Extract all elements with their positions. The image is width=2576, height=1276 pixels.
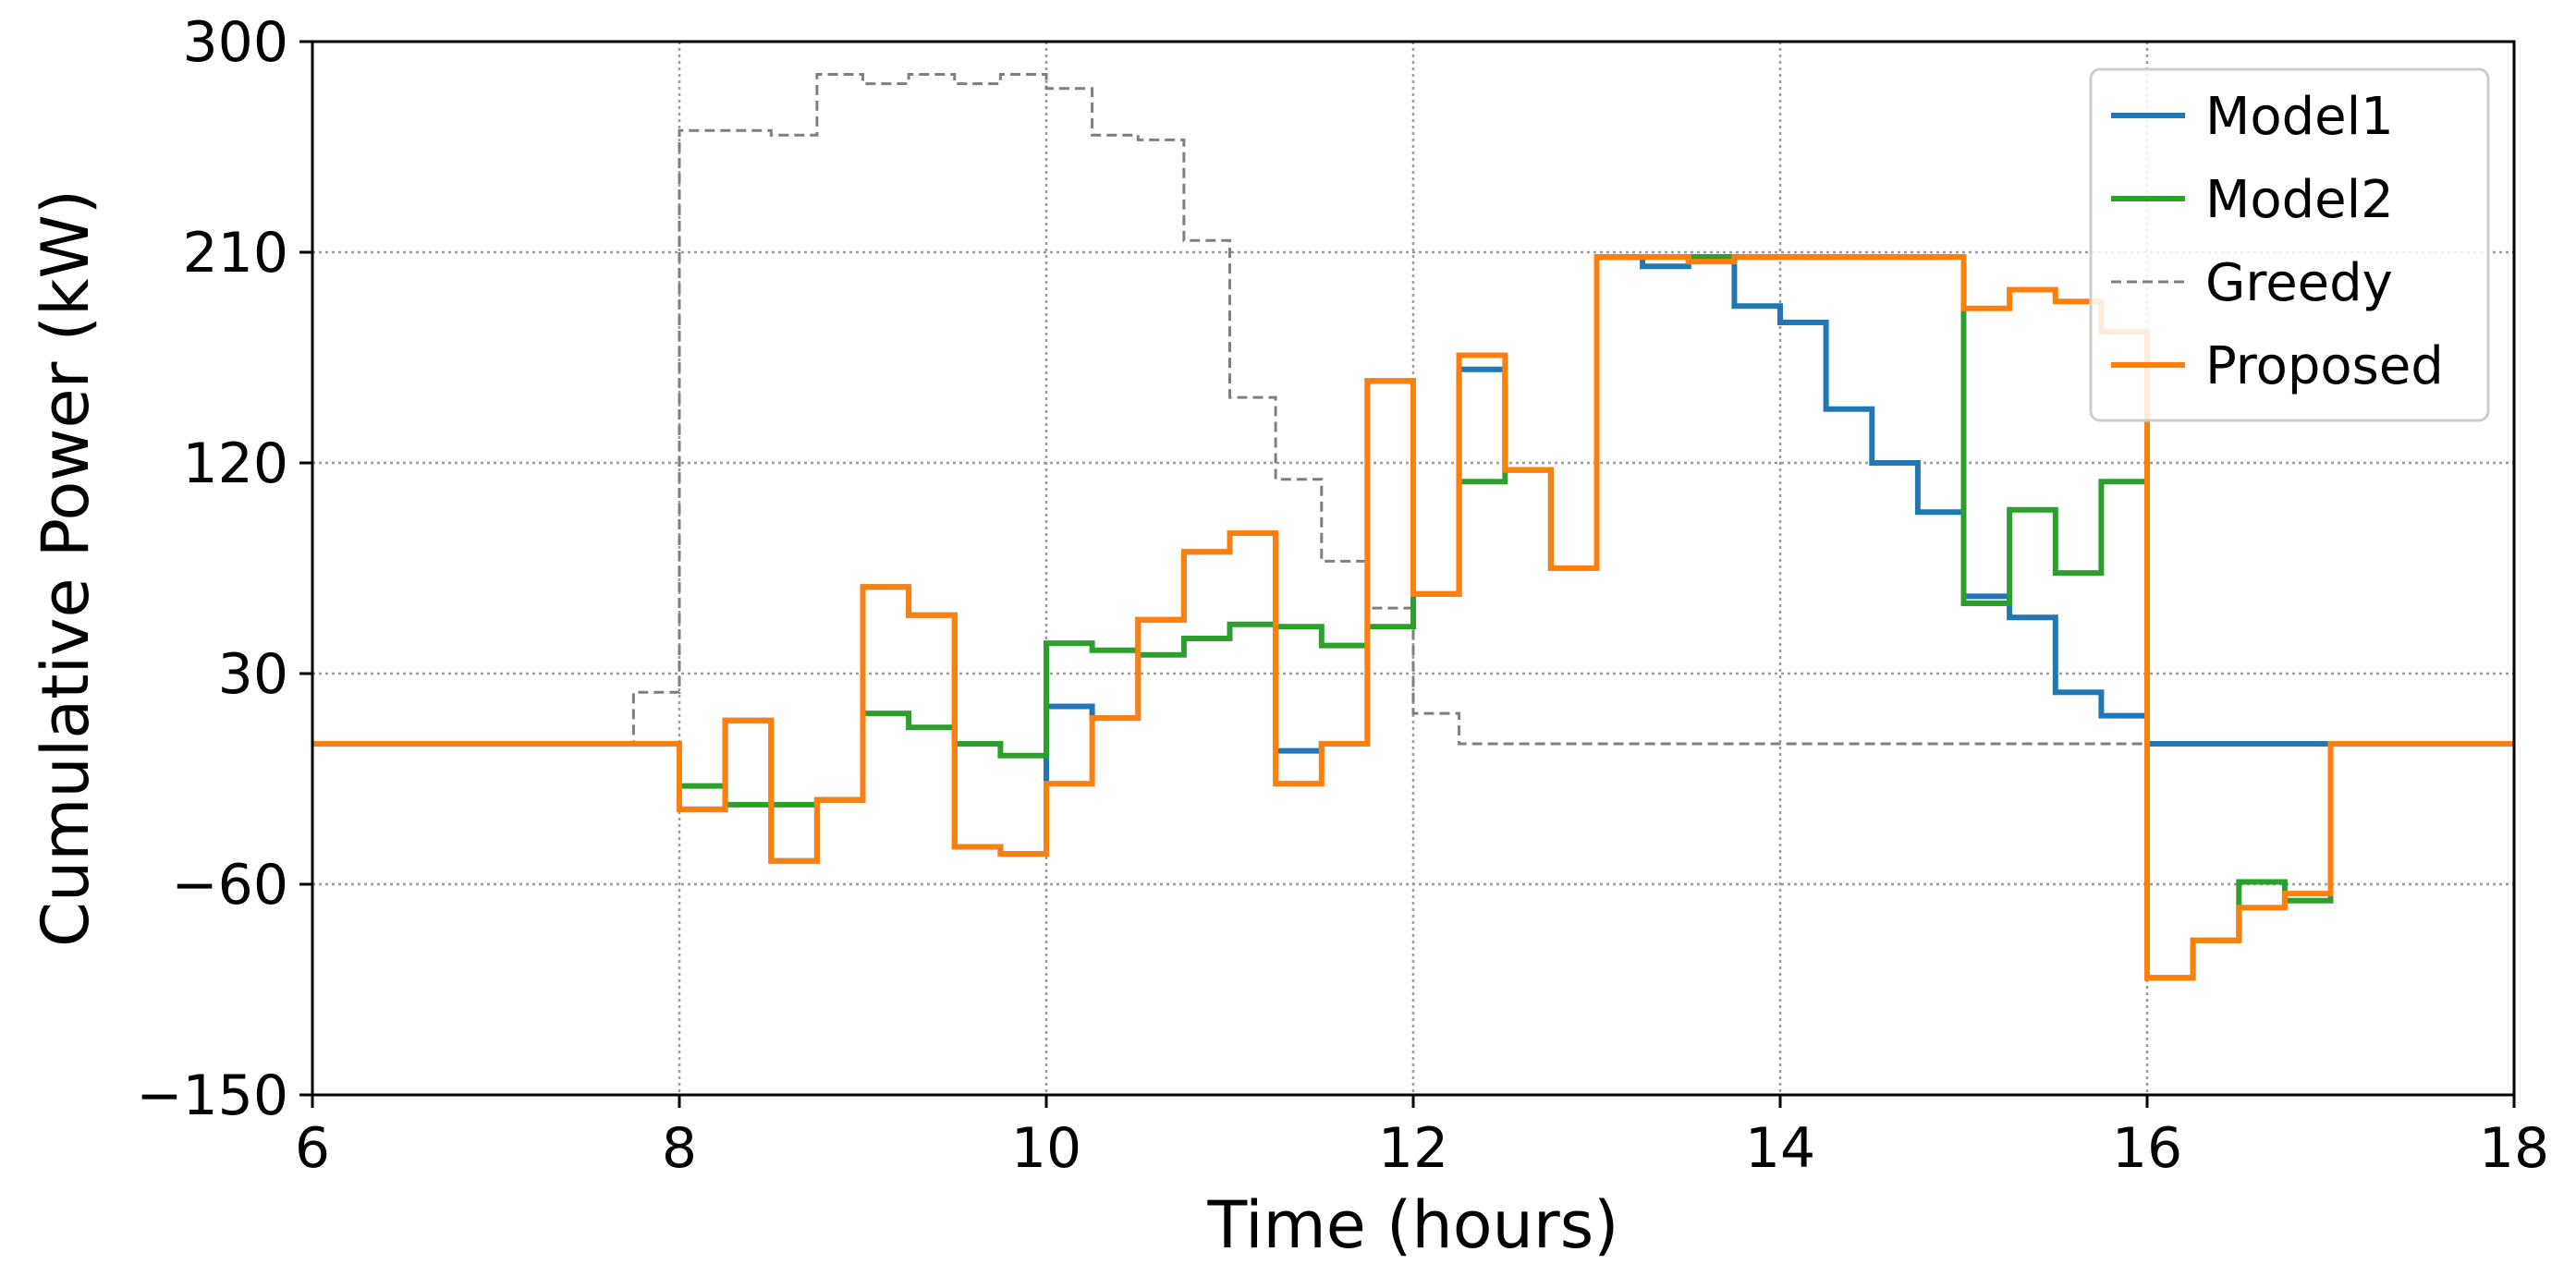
y-tick-label-4: 210: [182, 221, 288, 286]
axis-ticks: 6 8 10 12 14 16 18 −150 −60 30 120 210 300: [136, 10, 2549, 1181]
x-tick-label-5: 16: [2112, 1116, 2182, 1181]
y-tick-label-2: 30: [218, 642, 288, 707]
legend-label-model1: Model1: [2205, 87, 2394, 147]
legend-label-proposed: Proposed: [2205, 336, 2444, 396]
y-tick-label-5: 300: [182, 10, 288, 75]
y-tick-label-0: −150: [136, 1063, 288, 1128]
legend: Model1 Model2 Greedy Proposed: [2089, 67, 2490, 422]
legend-box: [2089, 67, 2490, 422]
x-tick-label-1: 8: [662, 1116, 697, 1181]
legend-label-greedy: Greedy: [2205, 253, 2393, 313]
y-axis-title: Cumulative Power (kW): [28, 189, 104, 947]
x-tick-label-6: 18: [2479, 1116, 2549, 1181]
y-tick-label-3: 120: [182, 431, 288, 496]
series-line-greedy: [312, 73, 2514, 746]
x-tick-label-3: 12: [1378, 1116, 1448, 1181]
x-tick-label-4: 14: [1745, 1116, 1815, 1181]
x-axis-title: Time (hours): [1207, 1187, 1619, 1263]
x-tick-label-0: 6: [295, 1116, 330, 1181]
y-tick-label-1: −60: [171, 853, 288, 918]
legend-label-model2: Model2: [2205, 170, 2394, 230]
x-tick-label-2: 10: [1011, 1116, 1081, 1181]
